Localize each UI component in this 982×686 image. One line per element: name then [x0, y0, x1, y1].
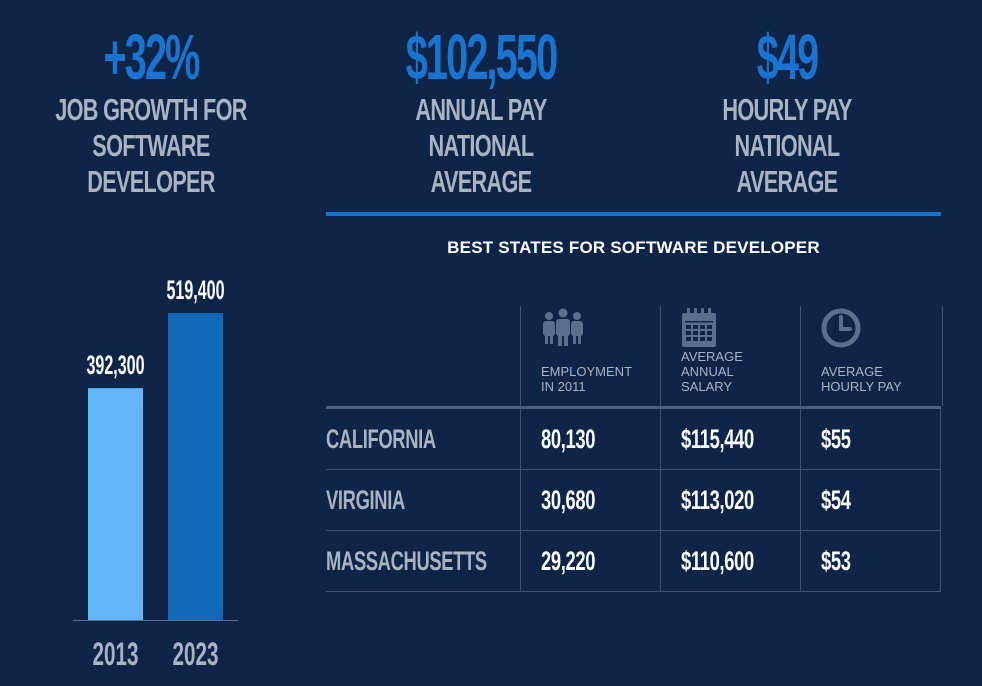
chart-svg: 392,300 2013 519,400 2023 [73, 275, 238, 672]
salary-value: $110,600 [660, 531, 800, 591]
category-label: 2023 [173, 636, 219, 672]
state-name: VIRGINIA [326, 485, 405, 515]
header-hourly: AVERAGE HOURLY PAY [800, 306, 943, 406]
table-row: VIRGINIA 30,680 $113,020 $54 [326, 470, 941, 531]
salary-value: $115,440 [660, 409, 800, 469]
table-header-row: EMPLOYMENT IN 2011 AVERAGE ANNUAL SALARY [326, 306, 943, 406]
header-employment: EMPLOYMENT IN 2011 [520, 306, 661, 406]
stat-value: $49 [756, 21, 819, 93]
bar-2013 [88, 388, 143, 620]
header-salary: AVERAGE ANNUAL SALARY [660, 306, 801, 406]
state-name: MASSACHUSETTS [326, 546, 487, 576]
header-employment-label: EMPLOYMENT IN 2011 [541, 364, 633, 394]
category-label: 2013 [93, 636, 139, 672]
salary-value: $113,020 [660, 470, 800, 530]
table-row: CALIFORNIA 80,130 $115,440 $55 [326, 409, 941, 470]
stat-hourly-pay: $49 HOURLY PAY NATIONAL AVERAGE [642, 22, 932, 200]
section-divider [326, 212, 941, 216]
stat-label-line2: SOFTWARE DEVELOPER [87, 128, 215, 199]
hourly-value: $55 [800, 409, 941, 469]
header-salary-label: AVERAGE ANNUAL SALARY [681, 349, 743, 394]
best-states-table: EMPLOYMENT IN 2011 AVERAGE ANNUAL SALARY [326, 306, 943, 592]
clock-icon [821, 308, 861, 348]
stat-label-line1: ANNUAL PAY [415, 92, 547, 127]
header-hourly-label: AVERAGE HOURLY PAY [821, 364, 902, 394]
employment-value: 30,680 [520, 470, 660, 530]
people-icon [543, 308, 583, 346]
employment-bar-chart: 392,300 2013 519,400 2023 [60, 260, 260, 680]
hourly-value: $54 [800, 470, 941, 530]
stat-job-growth: +32% JOB GROWTH FOR SOFTWARE DEVELOPER [10, 22, 292, 200]
stat-label-line1: HOURLY PAY [722, 92, 852, 127]
calendar-icon [682, 308, 716, 347]
stat-value: $102,550 [405, 21, 558, 93]
hourly-value: $53 [800, 531, 941, 591]
employment-value: 80,130 [520, 409, 660, 469]
stat-annual-pay: $102,550 ANNUAL PAY NATIONAL AVERAGE [336, 22, 626, 200]
stat-label-line1: JOB GROWTH FOR [55, 92, 247, 127]
stat-label-line2: NATIONAL AVERAGE [428, 128, 535, 199]
bar-2023 [168, 313, 223, 620]
header-separator [326, 406, 941, 409]
bar-value-label: 519,400 [167, 275, 225, 305]
stat-value: +32% [103, 21, 200, 93]
employment-value: 29,220 [520, 531, 660, 591]
state-name: CALIFORNIA [326, 424, 436, 454]
stat-label-line2: NATIONAL AVERAGE [734, 128, 841, 199]
table-row: MASSACHUSETTS 29,220 $110,600 $53 [326, 531, 941, 592]
table-title: BEST STATES FOR SOFTWARE DEVELOPER [447, 238, 820, 257]
bar-value-label: 392,300 [87, 350, 145, 380]
